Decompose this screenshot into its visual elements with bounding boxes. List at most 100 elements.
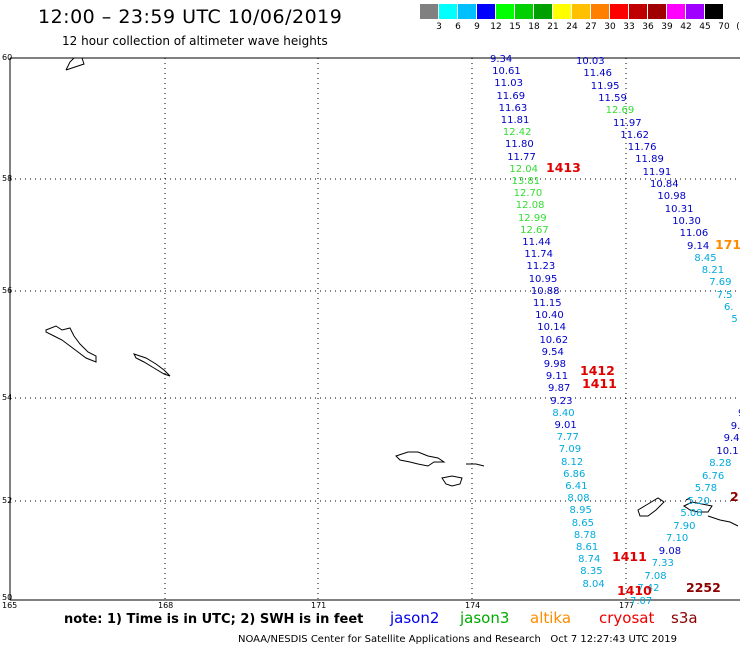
swh-value: 7.69 <box>709 277 732 289</box>
scale-swatch <box>458 4 476 19</box>
scale-swatch <box>705 4 723 19</box>
swh-value: 10.40 <box>535 310 564 322</box>
swh-value: 7.90 <box>673 520 696 532</box>
swh-value: 8.74 <box>578 554 601 566</box>
swh-value: 10.14 <box>537 322 566 334</box>
swh-value: 6.41 <box>565 481 588 492</box>
swh-value: 8.95 <box>569 505 592 517</box>
swh-value: 9.87 <box>548 383 571 395</box>
scale-label: 21 <box>547 22 559 32</box>
pass-time-label: 171 <box>715 237 740 252</box>
island-attu <box>395 451 446 467</box>
swh-value: 9.08 <box>658 545 682 557</box>
swh-value: 7.09 <box>558 444 582 456</box>
swh-value: 11.95 <box>590 80 620 92</box>
swh-value: 12.70 <box>513 188 543 200</box>
swh-value: 9.01 <box>554 420 577 431</box>
swh-value: 11.69 <box>496 90 526 102</box>
swh-value: 12.69 <box>605 105 635 117</box>
scale-label: 27 <box>585 22 597 32</box>
mission-jason2: jason2 <box>390 609 440 627</box>
swh-value: 11.03 <box>494 78 523 90</box>
scale-swatch <box>648 4 666 19</box>
scale-swatch <box>610 4 628 19</box>
swh-value: 11.74 <box>524 249 554 261</box>
swh-value: 12.08 <box>515 200 545 212</box>
swh-value: 8.12 <box>560 456 584 468</box>
swh-value: 7.07 <box>630 595 653 607</box>
swh-value: 11.81 <box>500 115 530 126</box>
lon-label-174: 174 <box>465 601 481 610</box>
island-rat-4 <box>685 497 691 501</box>
swh-value: 11.06 <box>679 228 709 240</box>
swh-value: 8.78 <box>573 529 597 541</box>
scale-label: 42 <box>680 22 692 32</box>
swh-value: 8.04 <box>582 578 605 590</box>
scale-label: 18 <box>528 22 540 32</box>
swh-value: 10.98 <box>657 191 687 203</box>
swh-value: 13.81 <box>511 176 541 187</box>
swh-value: 9.4 <box>723 433 740 444</box>
swh-value: 12.99 <box>517 212 547 224</box>
pass-time-label: 1410 <box>617 583 652 598</box>
swh-value: 6. <box>724 302 734 313</box>
swh-value: 6.86 <box>563 468 586 480</box>
swh-value: 10.84 <box>650 179 679 190</box>
swh-value: 11.59 <box>598 92 627 104</box>
swh-value: 8.08 <box>567 493 590 505</box>
island-rat-2 <box>683 501 713 513</box>
mission-cryosat: cryosat <box>599 609 655 627</box>
footer-credit: NOAA/NESDIS Center for Satellite Applica… <box>238 634 677 645</box>
island-agattu <box>441 475 463 487</box>
swh-value: 7.5 <box>716 289 733 301</box>
island-semichi <box>466 463 485 467</box>
scale-swatch <box>572 4 590 19</box>
swh-value: 11.76 <box>627 142 657 154</box>
scale-label: 70 <box>718 22 730 32</box>
swh-value: 8.21 <box>701 265 725 277</box>
lat-label-58: 58 <box>2 174 13 183</box>
swh-value: 8.40 <box>552 407 575 419</box>
swh-value: 10.03 <box>576 56 605 67</box>
scale-label: 45 <box>699 22 711 32</box>
scale-swatch <box>629 4 647 19</box>
coastline-top-left <box>65 57 85 71</box>
scale-label: 12 <box>490 22 502 32</box>
scale-swatch <box>515 4 533 19</box>
swh-value: 12.42 <box>502 127 532 139</box>
scale-swatch <box>591 4 609 19</box>
lon-label-177: 177 <box>619 601 635 610</box>
swh-value: 12.67 <box>520 224 549 236</box>
swh-value: 9.11 <box>545 371 569 383</box>
swh-value: 9.98 <box>543 359 567 370</box>
lat-label-50: 50 <box>2 593 13 602</box>
scale-label: 36 <box>642 22 654 32</box>
swh-value: 5.78 <box>694 483 718 494</box>
pass-time-label: 1411 <box>612 549 647 564</box>
island-medny <box>133 353 171 377</box>
swh-value: 11.91 <box>642 166 672 178</box>
legend-note: note: 1) Time is in UTC; 2) SWH is in fe… <box>64 612 364 627</box>
swh-value: 11.63 <box>498 102 528 114</box>
swh-value: 7.77 <box>556 432 579 444</box>
scale-swatch <box>667 4 685 19</box>
lat-label-54: 54 <box>2 393 13 402</box>
lat-label-52: 52 <box>2 496 13 505</box>
scale-label: 30 <box>604 22 616 32</box>
scale-unit: (ft) <box>736 22 740 32</box>
swh-value: 7.10 <box>666 533 689 544</box>
pass-time-label: 1413 <box>546 160 581 175</box>
lon-label-165: 165 <box>2 601 18 610</box>
scale-swatch <box>420 4 438 19</box>
scale-swatch <box>534 4 552 19</box>
swh-value: 11.46 <box>583 68 613 80</box>
scale-swatch <box>686 4 704 19</box>
footer-source: NOAA/NESDIS Center for Satellite Applica… <box>238 634 541 645</box>
swh-value: 8.35 <box>580 566 603 578</box>
lon-label-168: 168 <box>158 601 174 610</box>
swh-value: 9.54 <box>541 346 564 358</box>
swh-value: 11.97 <box>613 117 642 129</box>
swh-value: 10.88 <box>530 285 560 297</box>
lon-label-171: 171 <box>311 601 327 610</box>
